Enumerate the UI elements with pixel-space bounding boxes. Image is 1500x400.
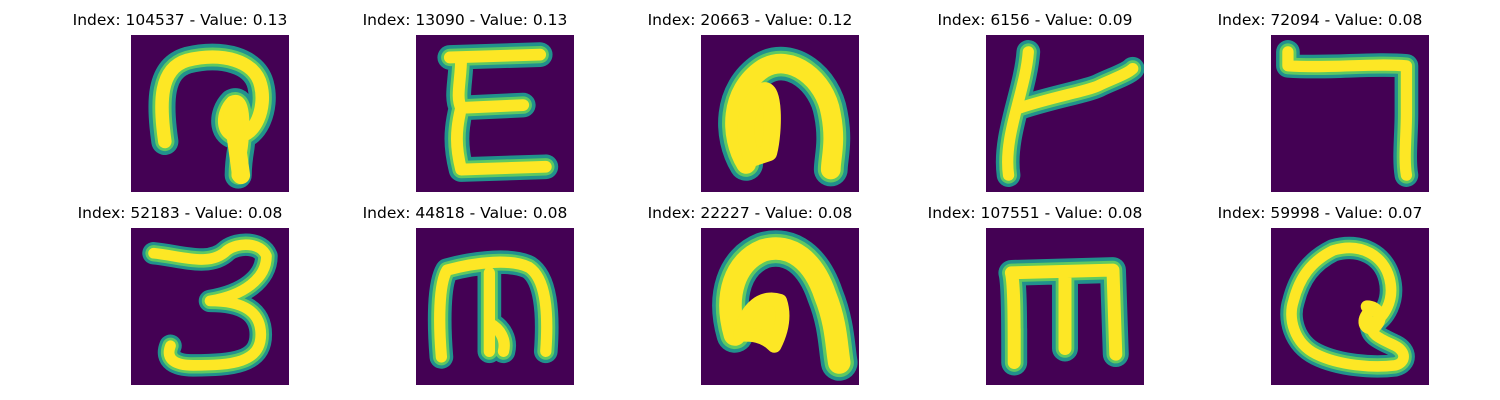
sample-panel-7: Index: 44818 - Value: 0.08 (315, 193, 615, 393)
sample-panel-9: Index: 107551 - Value: 0.08 (885, 193, 1185, 393)
glyph-image (701, 35, 859, 192)
glyph-image (416, 228, 574, 385)
panel-title: Index: 72094 - Value: 0.08 (1217, 11, 1423, 29)
glyph-image (131, 35, 289, 192)
sample-panel-4: Index: 6156 - Value: 0.09 (885, 0, 1185, 200)
glyph-image (986, 228, 1144, 385)
panel-title: Index: 52183 - Value: 0.08 (77, 204, 283, 222)
glyph-image (986, 35, 1144, 192)
sample-panel-3: Index: 20663 - Value: 0.12 (600, 0, 900, 200)
glyph-image (1271, 228, 1429, 385)
sample-panel-6: Index: 52183 - Value: 0.08 (30, 193, 330, 393)
panel-title: Index: 6156 - Value: 0.09 (937, 11, 1133, 29)
panel-title: Index: 59998 - Value: 0.07 (1217, 204, 1423, 222)
sample-panel-5: Index: 72094 - Value: 0.08 (1170, 0, 1470, 200)
sample-panel-10: Index: 59998 - Value: 0.07 (1170, 193, 1470, 393)
sample-panel-8: Index: 22227 - Value: 0.08 (600, 193, 900, 393)
panel-title: Index: 20663 - Value: 0.12 (647, 11, 853, 29)
panel-title: Index: 104537 - Value: 0.13 (72, 11, 288, 29)
panel-title: Index: 107551 - Value: 0.08 (927, 204, 1143, 222)
glyph-image (416, 35, 574, 192)
glyph-image (701, 228, 859, 385)
glyph-image (1271, 35, 1429, 192)
sample-panel-1: Index: 104537 - Value: 0.13 (30, 0, 330, 200)
glyph-image (131, 228, 289, 385)
panel-title: Index: 22227 - Value: 0.08 (647, 204, 853, 222)
panel-title: Index: 44818 - Value: 0.08 (362, 204, 568, 222)
panel-title: Index: 13090 - Value: 0.13 (362, 11, 568, 29)
sample-panel-2: Index: 13090 - Value: 0.13 (315, 0, 615, 200)
